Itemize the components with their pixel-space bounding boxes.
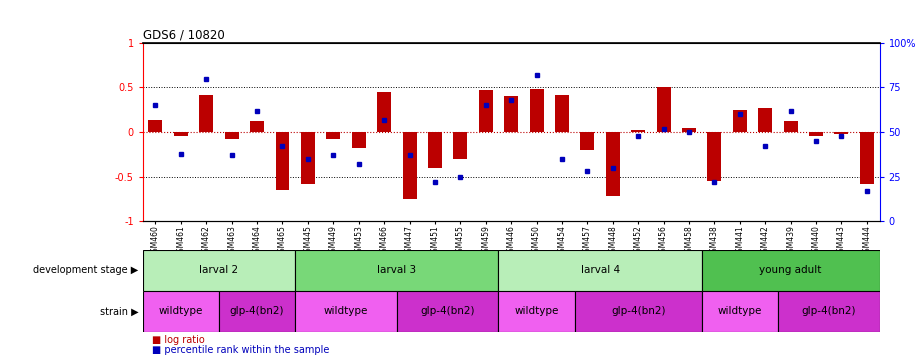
Bar — [275, 132, 289, 190]
Bar — [301, 132, 315, 184]
Text: wildtype: wildtype — [158, 306, 203, 317]
Bar — [174, 132, 188, 136]
Bar — [657, 87, 670, 132]
Bar — [143, 291, 219, 332]
Bar — [453, 132, 467, 159]
Text: glp-4(bn2): glp-4(bn2) — [230, 306, 285, 317]
Bar — [219, 291, 296, 332]
Text: strain ▶: strain ▶ — [99, 306, 138, 317]
Bar — [397, 291, 498, 332]
Bar — [758, 108, 772, 132]
Bar — [251, 121, 264, 132]
Text: GDS6 / 10820: GDS6 / 10820 — [143, 29, 225, 42]
Bar — [778, 291, 880, 332]
Bar — [225, 132, 239, 139]
Bar — [352, 132, 366, 148]
Bar — [834, 132, 848, 134]
Bar — [504, 96, 519, 132]
Text: glp-4(bn2): glp-4(bn2) — [611, 306, 666, 317]
Text: wildtype: wildtype — [717, 306, 762, 317]
Text: larval 4: larval 4 — [580, 265, 620, 276]
Bar — [702, 250, 880, 291]
Bar — [199, 95, 214, 132]
Bar — [296, 250, 498, 291]
Bar — [428, 132, 442, 168]
Bar — [784, 121, 798, 132]
Bar — [326, 132, 340, 139]
Bar — [498, 250, 702, 291]
Bar — [702, 291, 778, 332]
Bar — [809, 132, 823, 136]
Bar — [575, 291, 702, 332]
Text: wildtype: wildtype — [514, 306, 559, 317]
Bar — [733, 110, 747, 132]
Bar — [377, 92, 391, 132]
Bar — [860, 132, 874, 184]
Text: glp-4(bn2): glp-4(bn2) — [801, 306, 856, 317]
Bar — [555, 95, 569, 132]
Bar — [606, 132, 620, 196]
Bar — [143, 250, 296, 291]
Text: young adult: young adult — [760, 265, 822, 276]
Bar — [631, 130, 646, 132]
Text: ■ percentile rank within the sample: ■ percentile rank within the sample — [152, 346, 330, 356]
Text: larval 3: larval 3 — [378, 265, 416, 276]
Bar — [707, 132, 721, 181]
Bar — [530, 89, 543, 132]
Text: larval 2: larval 2 — [200, 265, 239, 276]
Bar — [682, 127, 696, 132]
Bar — [296, 291, 397, 332]
Bar — [148, 120, 162, 132]
Bar — [498, 291, 575, 332]
Bar — [402, 132, 416, 199]
Text: development stage ▶: development stage ▶ — [33, 265, 138, 276]
Bar — [580, 132, 594, 150]
Text: wildtype: wildtype — [324, 306, 368, 317]
Text: glp-4(bn2): glp-4(bn2) — [420, 306, 475, 317]
Text: ■ log ratio: ■ log ratio — [152, 335, 204, 345]
Bar — [479, 90, 493, 132]
